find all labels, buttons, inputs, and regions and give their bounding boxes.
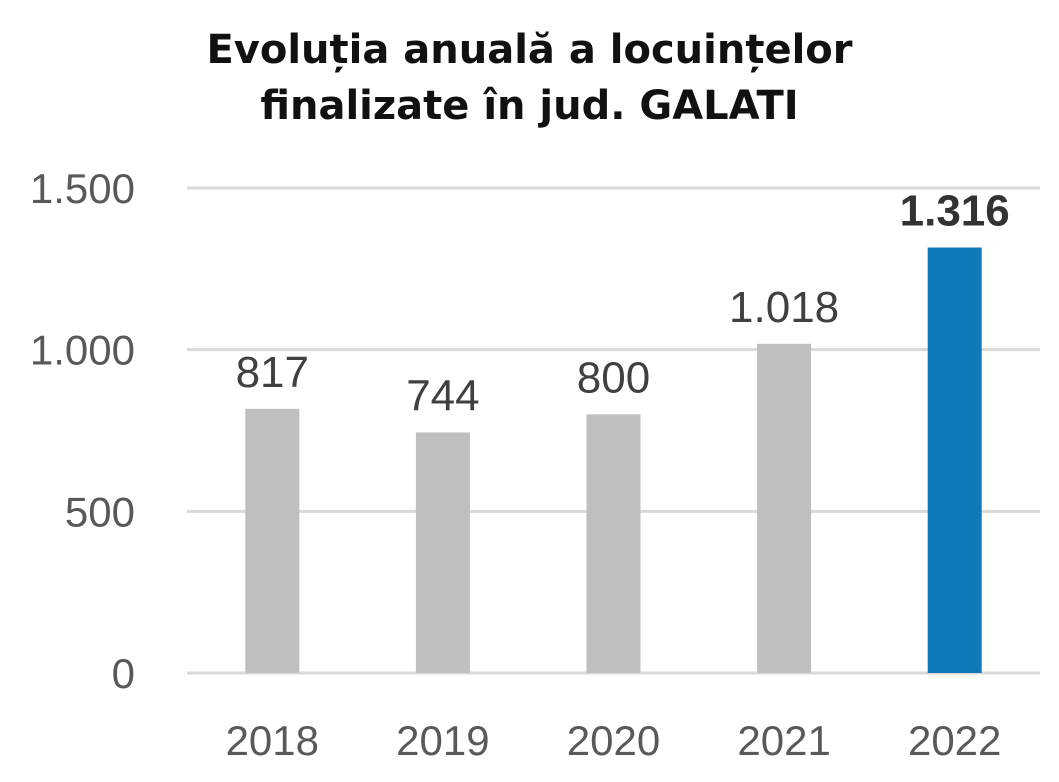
x-tick-label: 2019 [396, 717, 489, 764]
y-tick-label: 500 [65, 488, 135, 535]
data-label: 800 [577, 353, 650, 402]
bar [757, 343, 812, 673]
chart-title: Evoluția anuală a locuințelor finalizate… [0, 22, 1059, 134]
bar [245, 408, 300, 673]
data-label: 1.316 [900, 186, 1010, 235]
x-tick-label: 2020 [567, 717, 660, 764]
y-tick-label: 0 [112, 650, 135, 697]
data-label: 744 [406, 371, 479, 420]
x-tick-label: 2021 [737, 717, 830, 764]
x-tick-label: 2018 [226, 717, 319, 764]
bar [586, 414, 641, 673]
data-label: 817 [236, 348, 309, 397]
bar [927, 247, 982, 673]
chart-title-line-2: finalizate în jud. GALATI [260, 83, 799, 129]
chart-title-line-1: Evoluția anuală a locuințelor [206, 27, 853, 73]
y-tick-label: 1.000 [30, 327, 135, 374]
x-tick-label: 2022 [908, 717, 1001, 764]
y-tick-label: 1.500 [30, 165, 135, 212]
bar [415, 432, 470, 673]
data-label: 1.018 [729, 283, 839, 332]
